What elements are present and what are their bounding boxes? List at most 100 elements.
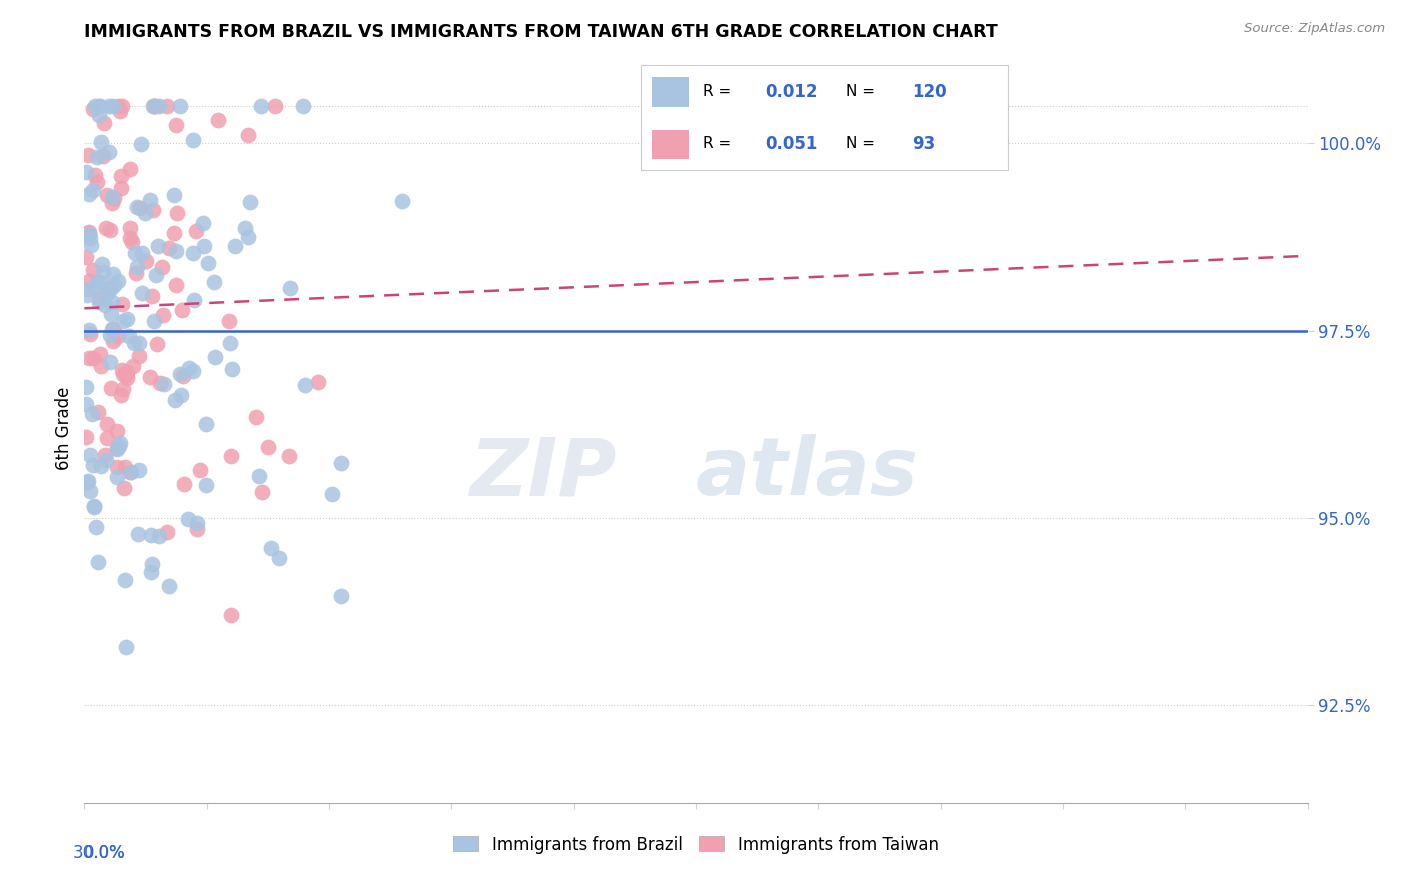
Point (278, 281, 301, 295)
Point (186, 516, 208, 531)
Point (146, 336, 169, 351)
Point (219, 449, 242, 463)
Point (75, 380, 97, 394)
Point (157, 241, 180, 255)
Point (127, 200, 149, 214)
Point (96, 453, 118, 467)
Point (134, 206, 156, 220)
Point (111, 367, 134, 381)
Point (163, 226, 186, 240)
Point (118, 465, 141, 479)
Point (218, 314, 240, 328)
Point (125, 266, 148, 280)
Point (86, 281, 108, 295)
Point (135, 254, 157, 268)
Point (245, 410, 267, 425)
Point (105, 442, 128, 456)
Point (165, 118, 187, 132)
Point (321, 487, 343, 501)
Point (141, 557, 163, 571)
Point (166, 277, 188, 292)
Point (142, 99, 165, 113)
Point (101, 196, 124, 211)
Point (141, 289, 163, 303)
Text: ZIP: ZIP (470, 434, 616, 512)
Point (100, 321, 122, 335)
Point (221, 607, 243, 622)
Point (90, 359, 112, 373)
Y-axis label: 6th Grade: 6th Grade (55, 386, 73, 470)
Point (204, 351, 226, 365)
Point (197, 256, 219, 270)
Point (101, 322, 124, 336)
Point (105, 460, 128, 475)
Point (145, 268, 167, 282)
Point (97, 285, 120, 300)
Point (118, 162, 141, 177)
Text: atlas: atlas (696, 434, 918, 512)
Legend: Immigrants from Brazil, Immigrants from Taiwan: Immigrants from Brazil, Immigrants from … (446, 827, 946, 862)
Point (101, 334, 124, 348)
Point (90, 257, 112, 271)
Point (107, 99, 129, 113)
Point (163, 188, 186, 202)
Point (77, 273, 100, 287)
Point (89, 275, 111, 289)
Text: IMMIGRANTS FROM BRAZIL VS IMMIGRANTS FROM TAIWAN 6TH GRADE CORRELATION CHART: IMMIGRANTS FROM BRAZIL VS IMMIGRANTS FRO… (84, 23, 998, 41)
Point (179, 360, 201, 375)
Point (156, 525, 179, 540)
Point (128, 349, 150, 363)
Point (103, 278, 125, 293)
Point (224, 239, 246, 253)
Point (294, 377, 316, 392)
Point (97, 99, 120, 113)
Point (115, 365, 138, 379)
Point (83, 499, 105, 513)
Point (75, 397, 97, 411)
Point (141, 527, 163, 541)
Point (101, 295, 124, 310)
Point (89, 295, 111, 310)
Point (83, 500, 105, 515)
Point (124, 335, 146, 350)
Point (239, 194, 262, 209)
Point (183, 293, 205, 308)
Point (249, 99, 271, 113)
Point (80, 407, 103, 421)
Point (111, 99, 134, 113)
Point (131, 245, 153, 260)
Point (128, 336, 150, 351)
Point (114, 460, 136, 475)
Point (111, 296, 134, 310)
Point (221, 362, 243, 376)
Point (193, 215, 215, 229)
Point (82, 351, 104, 366)
Point (96, 221, 118, 235)
Point (89, 99, 111, 113)
Point (82, 102, 104, 116)
Point (247, 469, 270, 483)
Point (96, 188, 118, 202)
Point (115, 370, 138, 384)
Point (139, 370, 162, 384)
Point (77, 187, 100, 202)
Point (263, 99, 285, 113)
Point (115, 312, 138, 326)
Point (86, 150, 108, 164)
Point (236, 229, 259, 244)
Point (103, 267, 125, 281)
Point (87, 404, 110, 418)
Point (87, 555, 110, 569)
Point (391, 194, 413, 208)
Point (110, 435, 132, 450)
Point (94, 298, 117, 312)
Text: 30.0%: 30.0% (73, 844, 125, 862)
Point (157, 579, 180, 593)
Point (148, 529, 170, 543)
Point (188, 463, 211, 477)
Point (82, 263, 104, 277)
Point (89, 108, 111, 122)
Point (330, 456, 353, 470)
Point (172, 369, 194, 384)
Point (186, 522, 208, 536)
